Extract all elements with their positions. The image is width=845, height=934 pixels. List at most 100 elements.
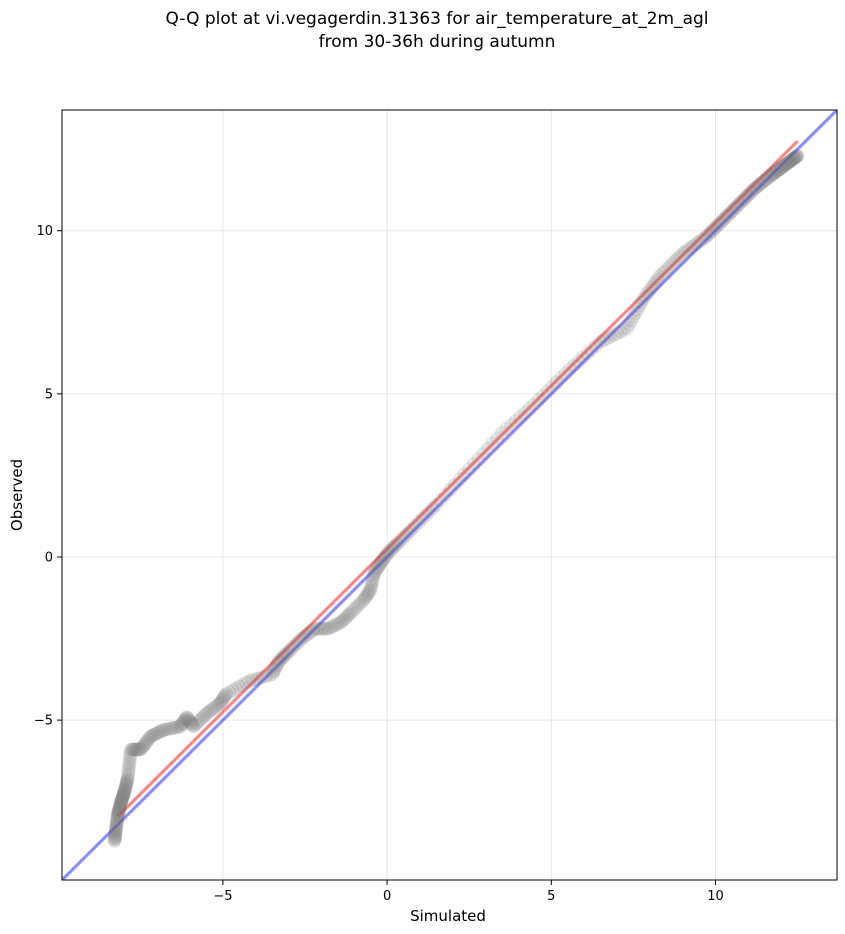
data-point bbox=[109, 819, 124, 834]
data-point bbox=[320, 621, 335, 636]
data-points bbox=[107, 148, 805, 848]
data-point bbox=[400, 526, 415, 541]
data-point bbox=[544, 379, 559, 394]
data-point bbox=[670, 251, 685, 266]
data-point bbox=[383, 543, 398, 558]
data-point bbox=[710, 218, 725, 233]
data-point bbox=[113, 797, 128, 812]
data-point bbox=[123, 748, 138, 763]
data-point bbox=[205, 701, 220, 716]
data-point bbox=[110, 813, 125, 828]
data-point bbox=[787, 150, 802, 165]
data-point bbox=[217, 689, 232, 704]
data-point bbox=[267, 663, 282, 678]
data-point bbox=[737, 191, 752, 206]
data-point bbox=[330, 616, 345, 631]
data-point bbox=[339, 610, 354, 625]
data-point bbox=[428, 498, 443, 513]
reference-line-overlay bbox=[62, 110, 837, 880]
data-point bbox=[284, 641, 299, 656]
data-point bbox=[219, 686, 234, 701]
data-point bbox=[248, 672, 263, 687]
data-point bbox=[535, 388, 550, 403]
data-point bbox=[157, 722, 172, 737]
data-point bbox=[476, 446, 491, 461]
data-point bbox=[508, 413, 523, 428]
data-point bbox=[316, 621, 331, 636]
data-point bbox=[386, 540, 401, 555]
data-point bbox=[390, 535, 405, 550]
data-point bbox=[118, 782, 133, 797]
data-point bbox=[140, 733, 155, 748]
data-point bbox=[173, 718, 188, 733]
data-point bbox=[195, 710, 210, 725]
data-point bbox=[733, 195, 748, 210]
data-point bbox=[166, 720, 181, 735]
data-point bbox=[336, 613, 351, 628]
data-point bbox=[443, 482, 458, 497]
data-point bbox=[126, 742, 141, 757]
data-point bbox=[122, 756, 137, 771]
data-point bbox=[200, 705, 215, 720]
data-point bbox=[213, 695, 228, 710]
data-point bbox=[369, 562, 384, 577]
data-point bbox=[600, 331, 615, 346]
data-point bbox=[785, 152, 800, 167]
data-point bbox=[517, 405, 532, 420]
data-point bbox=[777, 158, 792, 173]
data-point bbox=[242, 673, 257, 688]
data-point bbox=[238, 675, 253, 690]
y-tick-label: 5 bbox=[45, 387, 53, 402]
data-point bbox=[124, 742, 139, 757]
data-point bbox=[700, 228, 715, 243]
data-point bbox=[111, 805, 126, 820]
data-point bbox=[177, 712, 192, 727]
data-point bbox=[662, 259, 677, 274]
data-point bbox=[722, 206, 737, 221]
data-point bbox=[654, 267, 669, 282]
y-tick-label: 0 bbox=[45, 550, 53, 565]
data-point bbox=[607, 327, 622, 342]
data-point bbox=[119, 778, 134, 793]
data-point bbox=[701, 227, 716, 242]
data-point bbox=[553, 370, 568, 385]
data-point bbox=[584, 342, 599, 357]
data-point bbox=[114, 792, 129, 807]
data-point bbox=[116, 788, 131, 803]
data-point bbox=[365, 575, 380, 590]
data-point bbox=[754, 176, 769, 191]
data-point bbox=[782, 154, 797, 169]
data-point bbox=[378, 549, 393, 564]
data-point bbox=[384, 542, 399, 557]
y-axis-label: Observed bbox=[8, 459, 26, 531]
data-point bbox=[774, 160, 789, 175]
data-point bbox=[215, 692, 230, 707]
data-point bbox=[364, 580, 379, 595]
data-point bbox=[202, 704, 217, 719]
data-point bbox=[359, 589, 374, 604]
data-point bbox=[111, 803, 126, 818]
data-point bbox=[772, 162, 787, 177]
data-point bbox=[640, 286, 655, 301]
data-point bbox=[131, 742, 146, 757]
data-point bbox=[371, 560, 386, 575]
data-point bbox=[300, 627, 315, 642]
data-point bbox=[216, 691, 231, 706]
data-point bbox=[678, 244, 693, 259]
data-point bbox=[150, 725, 165, 740]
data-point bbox=[622, 317, 637, 332]
data-point bbox=[113, 796, 128, 811]
data-point bbox=[779, 156, 794, 171]
data-point bbox=[698, 230, 713, 245]
data-point bbox=[107, 830, 122, 845]
data-point bbox=[182, 714, 197, 729]
data-point bbox=[764, 167, 779, 182]
data-point bbox=[110, 807, 125, 822]
data-point bbox=[376, 552, 391, 567]
data-point bbox=[363, 583, 378, 598]
data-point bbox=[109, 818, 124, 833]
data-point bbox=[294, 631, 309, 646]
data-point bbox=[757, 173, 772, 188]
data-point bbox=[310, 621, 325, 636]
data-point bbox=[268, 661, 283, 676]
